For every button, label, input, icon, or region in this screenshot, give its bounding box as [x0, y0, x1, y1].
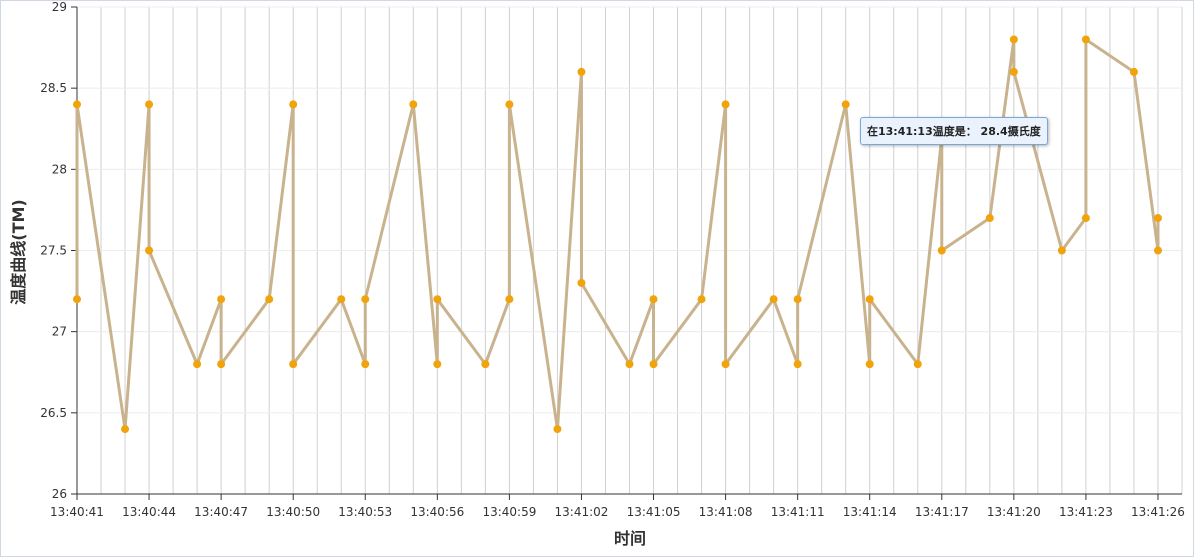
point [361, 295, 370, 304]
point [289, 360, 298, 369]
point [865, 360, 874, 369]
point [73, 100, 81, 109]
point [505, 295, 514, 304]
x-tick-label: 13:40:56 [410, 505, 464, 519]
y-axis-label: 温度曲线(TM) [9, 199, 28, 305]
point [793, 295, 802, 304]
point [1081, 35, 1090, 44]
x-tick-label: 13:40:41 [50, 505, 104, 519]
point [1153, 246, 1162, 255]
y-tick-label: 26 [52, 487, 67, 501]
y-tick-label: 29 [52, 0, 67, 14]
point [217, 295, 226, 304]
point [1153, 214, 1162, 223]
point [1009, 67, 1018, 76]
x-tick-label: 13:41:11 [771, 505, 825, 519]
point [433, 360, 442, 369]
point [937, 246, 946, 255]
y-tick-label: 28 [52, 162, 67, 176]
point [1129, 67, 1138, 76]
x-tick-label: 13:41:23 [1059, 505, 1113, 519]
series-line [75, 37, 1160, 431]
point [73, 295, 81, 304]
x-tick-label: 13:40:59 [482, 505, 536, 519]
point [721, 100, 730, 109]
point [337, 295, 346, 304]
point [409, 100, 418, 109]
x-tick-label: 13:41:14 [843, 505, 897, 519]
x-axis-label: 时间 [614, 529, 646, 548]
point [793, 360, 802, 369]
point [769, 295, 778, 304]
point [361, 360, 370, 369]
point [985, 214, 994, 223]
point [193, 360, 202, 369]
y-tick-label: 27.5 [40, 244, 67, 258]
x-tick-label: 13:41:20 [987, 505, 1041, 519]
point [1057, 246, 1066, 255]
point [265, 295, 274, 304]
x-tick-label: 13:41:26 [1131, 505, 1185, 519]
y-tick-label: 26.5 [40, 406, 67, 420]
point [433, 295, 442, 304]
x-tick-label: 13:40:44 [122, 505, 176, 519]
point [1009, 35, 1018, 44]
point [865, 295, 874, 304]
point [625, 360, 634, 369]
x-tick-label: 13:41:05 [627, 505, 681, 519]
point [649, 360, 658, 369]
point [721, 360, 730, 369]
point [913, 360, 922, 369]
point [217, 360, 226, 369]
point [289, 100, 298, 109]
x-tick-label: 13:41:02 [555, 505, 609, 519]
point [121, 425, 130, 434]
x-tick-label: 13:40:53 [338, 505, 392, 519]
point [841, 100, 850, 109]
tooltip: 在13:41:13温度是： 28.4摄氏度 [860, 117, 1048, 145]
point [145, 246, 154, 255]
y-tick-label: 28.5 [40, 81, 67, 95]
point [505, 100, 514, 109]
point [1081, 214, 1090, 223]
point [577, 278, 586, 287]
x-tick-label: 13:40:50 [266, 505, 320, 519]
x-tick-label: 13:41:17 [915, 505, 969, 519]
point [649, 295, 658, 304]
point [145, 100, 154, 109]
point [553, 425, 562, 434]
point [697, 295, 706, 304]
point [577, 67, 586, 76]
x-tick-label: 13:40:47 [194, 505, 248, 519]
x-tick-label: 13:41:08 [699, 505, 753, 519]
point [481, 360, 490, 369]
y-tick-label: 27 [52, 325, 67, 339]
